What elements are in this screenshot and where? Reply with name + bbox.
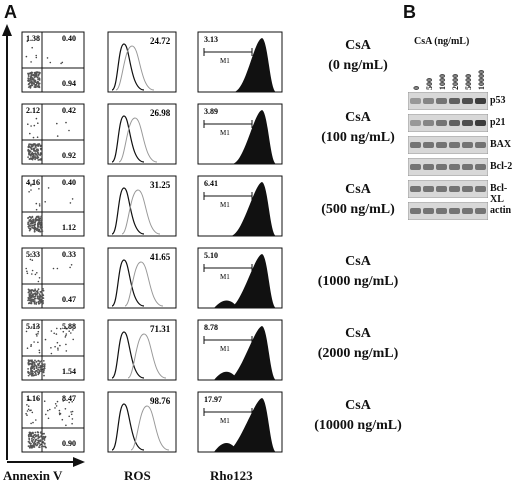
ros-histogram: 24.72: [107, 31, 177, 93]
rho123-value: 3.13: [204, 35, 218, 44]
rho123-gate-label: M1: [220, 57, 230, 65]
condition-name: CsA: [345, 182, 371, 197]
quadrant-ur-value: 0.42: [62, 106, 76, 115]
ros-value: 31.25: [150, 180, 171, 190]
ros-histogram: 31.25: [107, 175, 177, 237]
rho123-gate-label: M1: [220, 345, 230, 353]
ros-label: ROS: [124, 468, 151, 483]
quadrant-lr-value: 0.90: [62, 439, 76, 448]
y-axis-arrow: [2, 24, 12, 460]
ros-value: 41.65: [150, 252, 171, 262]
blot-strip: [408, 114, 488, 132]
blot-protein-label: p53: [490, 95, 506, 106]
blot-lane-label: 10000: [477, 70, 486, 90]
condition-dose: (1000 ng/mL): [317, 274, 399, 289]
annexin-scatter-plot: 2.12 0.42 0.92: [21, 103, 85, 165]
annexin-scatter-plot: 4.16 0.40 1.12: [21, 175, 85, 237]
quadrant-lr-value: 0.94: [62, 79, 76, 88]
condition-name: CsA: [345, 326, 371, 341]
condition-dose: (100 ng/mL): [321, 130, 395, 145]
blot-protein-label: BAX: [490, 139, 512, 150]
rho123-value: 6.41: [204, 179, 218, 188]
blot-protein-label: p21: [490, 117, 506, 128]
rho123-histogram: 5.10 M1: [197, 247, 283, 309]
blot-strip: [408, 136, 488, 154]
blot-lane-label: 5000: [464, 74, 473, 90]
quadrant-lr-value: 1.54: [62, 367, 76, 376]
annexin-scatter-plot: 5.33 0.33 0.47: [21, 247, 85, 309]
rho123-value: 17.97: [204, 395, 222, 404]
blot-lane-label: 0: [412, 86, 421, 90]
blot-strip: [408, 158, 488, 176]
rho123-gate-label: M1: [220, 273, 230, 281]
quadrant-ul-value: 1.38: [26, 34, 40, 43]
annexin-v-label: Annexin V: [3, 468, 63, 483]
rho123-histogram: 17.97 M1: [197, 391, 283, 453]
western-blot-panel: CsA (ng/mL) 0 500 1000 2000 5000 10000 p53 p21…: [408, 36, 520, 226]
quadrant-ul-value: 5.13: [26, 322, 40, 331]
blot-protein-label: Bcl-XL: [490, 183, 508, 205]
blot-strip: [408, 202, 488, 220]
quadrant-ur-value: 8.47: [62, 394, 76, 403]
rho123-histogram: 8.78 M1: [197, 319, 283, 381]
condition-name: CsA: [345, 254, 371, 269]
quadrant-ul-value: 1.16: [26, 394, 40, 403]
blot-lane-label: 500: [425, 78, 434, 90]
annexin-scatter-plot: 1.38 0.40 0.94: [21, 31, 85, 93]
condition-dose: (500 ng/mL): [321, 202, 395, 217]
condition-name: CsA: [345, 398, 371, 413]
condition-dose: (0 ng/mL): [328, 58, 388, 73]
rho123-value: 3.89: [204, 107, 218, 116]
condition-name: CsA: [345, 38, 371, 53]
rho123-label: Rho123: [210, 468, 253, 483]
ros-value: 24.72: [150, 36, 171, 46]
rho123-gate-label: M1: [220, 417, 230, 425]
quadrant-ul-value: 4.16: [26, 178, 40, 187]
quadrant-lr-value: 1.12: [62, 223, 76, 232]
quadrant-lr-value: 0.92: [62, 151, 76, 160]
ros-histogram: 98.76: [107, 391, 177, 453]
blot-protein-label: Bcl-2: [490, 161, 513, 172]
blot-lane-label: 1000: [438, 74, 447, 90]
blot-strip: [408, 92, 488, 110]
x-axis-arrow: [7, 457, 85, 467]
rho123-histogram: 3.13 M1: [197, 31, 283, 93]
blot-lane-label: 2000: [451, 74, 460, 90]
condition-dose: (2000 ng/mL): [317, 346, 399, 361]
annexin-scatter-plot: 5.13 5.88 1.54: [21, 319, 85, 381]
blot-strip: [408, 180, 488, 198]
condition-dose: (10000 ng/mL): [314, 418, 402, 433]
ros-histogram: 41.65: [107, 247, 177, 309]
condition-name: CsA: [345, 110, 371, 125]
ros-histogram: 71.31: [107, 319, 177, 381]
blot-title: CsA (ng/mL): [414, 36, 470, 47]
panel-a-label: A: [4, 2, 17, 22]
rho123-histogram: 6.41 M1: [197, 175, 283, 237]
rho123-histogram: 3.89 M1: [197, 103, 283, 165]
ros-value: 71.31: [150, 324, 171, 334]
panel-b-label: B: [403, 2, 416, 22]
ros-histogram: 26.98: [107, 103, 177, 165]
ros-value: 26.98: [150, 108, 171, 118]
ros-value: 98.76: [150, 396, 171, 406]
rho123-gate-label: M1: [220, 201, 230, 209]
rho123-value: 5.10: [204, 251, 218, 260]
quadrant-ur-value: 0.40: [62, 178, 76, 187]
quadrant-ur-value: 5.88: [62, 322, 76, 331]
quadrant-ur-value: 0.40: [62, 34, 76, 43]
rho123-gate-label: M1: [220, 129, 230, 137]
blot-protein-label: actin: [490, 205, 512, 216]
quadrant-ul-value: 5.33: [26, 250, 40, 259]
rho123-value: 8.78: [204, 323, 218, 332]
quadrant-lr-value: 0.47: [62, 295, 76, 304]
annexin-scatter-plot: 1.16 8.47 0.90: [21, 391, 85, 453]
quadrant-ur-value: 0.33: [62, 250, 76, 259]
quadrant-ul-value: 2.12: [26, 106, 40, 115]
